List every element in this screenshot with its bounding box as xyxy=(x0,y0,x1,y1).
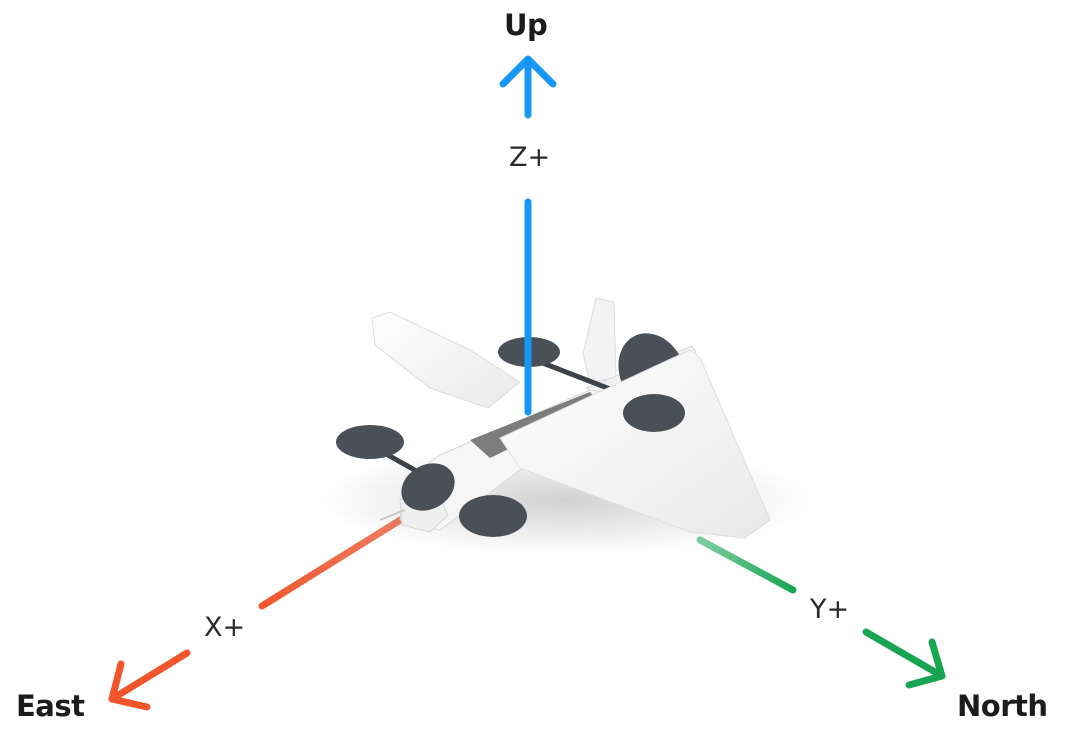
up-arrowhead-icon xyxy=(499,55,557,88)
y-axis-label: Y+ xyxy=(806,594,854,625)
z-axis-label: Z+ xyxy=(505,142,555,173)
x-axis xyxy=(108,515,406,711)
east-direction-label: East xyxy=(16,689,85,723)
y-axis xyxy=(696,536,946,689)
x-axis-label: X+ xyxy=(200,612,250,643)
z-axis xyxy=(499,55,557,416)
north-arrowhead-icon xyxy=(905,638,946,689)
vtol-aircraft-icon xyxy=(315,297,815,555)
north-direction-label: North xyxy=(957,689,1048,723)
up-direction-label: Up xyxy=(504,8,548,42)
east-arrowhead-icon xyxy=(108,660,151,711)
